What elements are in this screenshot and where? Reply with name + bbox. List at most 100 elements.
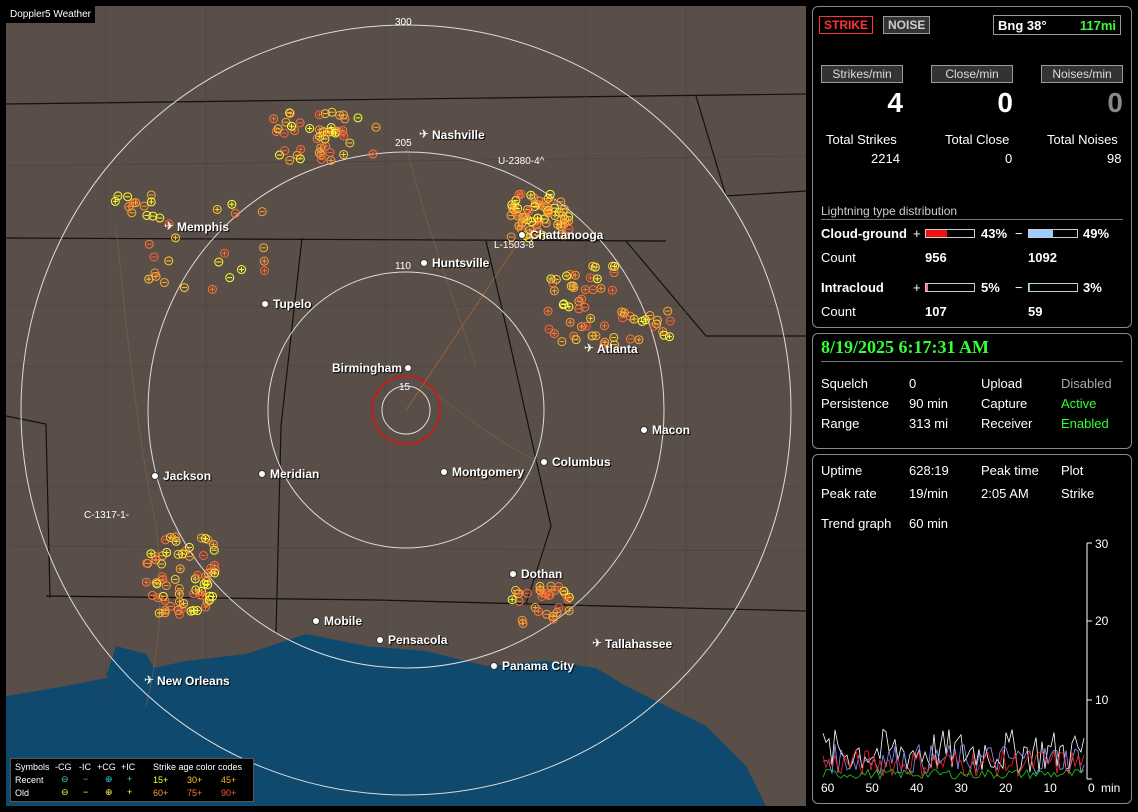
range-label-205: 205 <box>395 138 412 149</box>
squelch-label: Squelch <box>821 376 868 391</box>
city-label: Dothan <box>521 567 563 581</box>
city-label: Jackson <box>163 469 212 483</box>
airport-icon: ✈ <box>584 341 595 355</box>
status-panel: 8/19/2025 6:17:31 AM Squelch 0 Upload Di… <box>812 333 1132 449</box>
city-label: Pensacola <box>388 633 448 647</box>
legend-symbols-label: Symbols <box>15 762 50 772</box>
total-noises: 98 <box>1107 151 1122 166</box>
city-dot-icon <box>258 470 266 478</box>
plot-value[interactable]: Strike <box>1061 486 1095 501</box>
peak-time-value: 2:05 AM <box>981 486 1029 501</box>
legend-header: -IC <box>79 762 91 772</box>
city-label: Mobile <box>324 614 362 628</box>
cg-positive-bar <box>925 229 975 238</box>
x-tick: 50 <box>865 781 879 795</box>
age-code: 75+ <box>187 788 203 798</box>
strike-stats-panel: STRIKE NOISE Bng 38° 117mi Strikes/min C… <box>812 6 1132 328</box>
cloud-ground-label: Cloud-ground <box>821 226 907 241</box>
legend-header: +CG <box>97 762 116 772</box>
minus-sign: − <box>1015 280 1023 295</box>
age-code: 15+ <box>153 775 169 785</box>
squelch-value: 0 <box>909 376 917 391</box>
x-tick: 60 <box>821 781 835 795</box>
city-label: Panama City <box>502 659 575 673</box>
upload-label: Upload <box>981 376 1023 391</box>
cg-positive-count: 956 <box>925 250 947 265</box>
legend-old-label: Old <box>15 788 30 798</box>
airport-icon: ✈ <box>592 636 603 650</box>
airport-icon: ✈ <box>164 219 175 233</box>
city-label: Macon <box>652 423 691 437</box>
peak-time-label: Peak time <box>981 463 1039 478</box>
minus-cg-old-icon: ⊖ <box>61 787 69 797</box>
noises-per-min: 0 <box>1107 87 1123 118</box>
range-ring-300 <box>20 24 792 796</box>
legend-recent-label: Recent <box>15 775 44 785</box>
strike-button[interactable]: STRIKE <box>819 16 874 34</box>
trend-graph-label: Trend graph <box>821 516 892 531</box>
uptime-label: Uptime <box>821 463 863 478</box>
city-dot-icon <box>440 468 448 476</box>
total-noises-label: Total Noises <box>1047 132 1118 147</box>
city-label: Tallahassee <box>605 637 673 651</box>
uptime-value: 628:19 <box>909 463 949 478</box>
minus-ic-old-icon: − <box>83 787 89 797</box>
capture-value: Active <box>1061 396 1097 411</box>
range-ring-15 <box>381 385 431 435</box>
city-label: Chattanooga <box>530 228 604 242</box>
city-label: New Orleans <box>157 674 230 688</box>
total-close: 0 <box>1005 151 1013 166</box>
strike-map[interactable]: Doppler5 Weather 300 205 110 15 U-2380-4… <box>6 6 806 806</box>
range-label-300: 300 <box>395 17 412 28</box>
peak-rate-label: Peak rate <box>821 486 877 501</box>
intracloud-label: Intracloud <box>821 280 884 295</box>
y-tick: 30 <box>1095 537 1109 551</box>
plus-cg-old-icon: ⊕ <box>105 787 113 797</box>
plus-ic-recent-icon: + <box>127 774 133 784</box>
x-tick: 30 <box>954 781 968 795</box>
ic-positive-pct: 5% <box>981 280 1000 295</box>
city-dot-icon <box>261 300 269 308</box>
plus-cg-recent-icon: ⊕ <box>105 774 113 784</box>
x-tick: 10 <box>1043 781 1057 795</box>
x-tick: 20 <box>999 781 1013 795</box>
ic-negative-pct: 3% <box>1083 280 1102 295</box>
minus-cg-recent-icon: ⊖ <box>61 774 69 784</box>
x-unit: min <box>1101 781 1121 795</box>
city-dot-icon <box>509 570 517 578</box>
age-code: 60+ <box>153 788 169 798</box>
count-label: Count <box>821 304 856 319</box>
cg-negative-pct: 49% <box>1083 226 1110 241</box>
range-value: 313 mi <box>909 416 949 431</box>
ic-positive-count: 107 <box>925 304 947 319</box>
legend-header: -CG <box>55 762 72 772</box>
city-label: Montgomery <box>452 465 524 479</box>
city-dot-icon <box>490 662 498 670</box>
x-tick: 40 <box>910 781 924 795</box>
age-code: 45+ <box>221 775 237 785</box>
persistence-value: 90 min <box>909 396 949 411</box>
plus-sign: + <box>913 280 921 295</box>
airport-icon: ✈ <box>419 127 430 141</box>
distribution-title: Lightning type distribution <box>821 204 958 218</box>
noises-per-min-label: Noises/min <box>1041 65 1123 83</box>
symbol-legend: Symbols -CG -IC +CG +IC Strike age color… <box>10 758 254 802</box>
city-dot-icon <box>518 231 526 239</box>
city-label: Tupelo <box>273 297 312 311</box>
count-label: Count <box>821 250 856 265</box>
ic-negative-count: 59 <box>1028 304 1043 319</box>
app-title: Doppler5 Weather <box>6 6 95 23</box>
station-label: L-1503-8 <box>494 240 535 251</box>
strikes-per-min: 4 <box>887 87 903 118</box>
strike-symbols <box>110 107 675 628</box>
minus-ic-recent-icon: − <box>83 774 89 784</box>
legend-header: +IC <box>121 762 136 772</box>
receiver-label: Receiver <box>981 416 1033 431</box>
persistence-label: Persistence <box>821 396 889 411</box>
cg-negative-bar <box>1028 229 1078 238</box>
airport-icon: ✈ <box>144 673 155 687</box>
city-label: Huntsville <box>432 256 490 270</box>
strikes-per-min-label: Strikes/min <box>821 65 903 83</box>
city-label: Birmingham <box>332 361 403 375</box>
noise-button[interactable]: NOISE <box>883 16 931 34</box>
